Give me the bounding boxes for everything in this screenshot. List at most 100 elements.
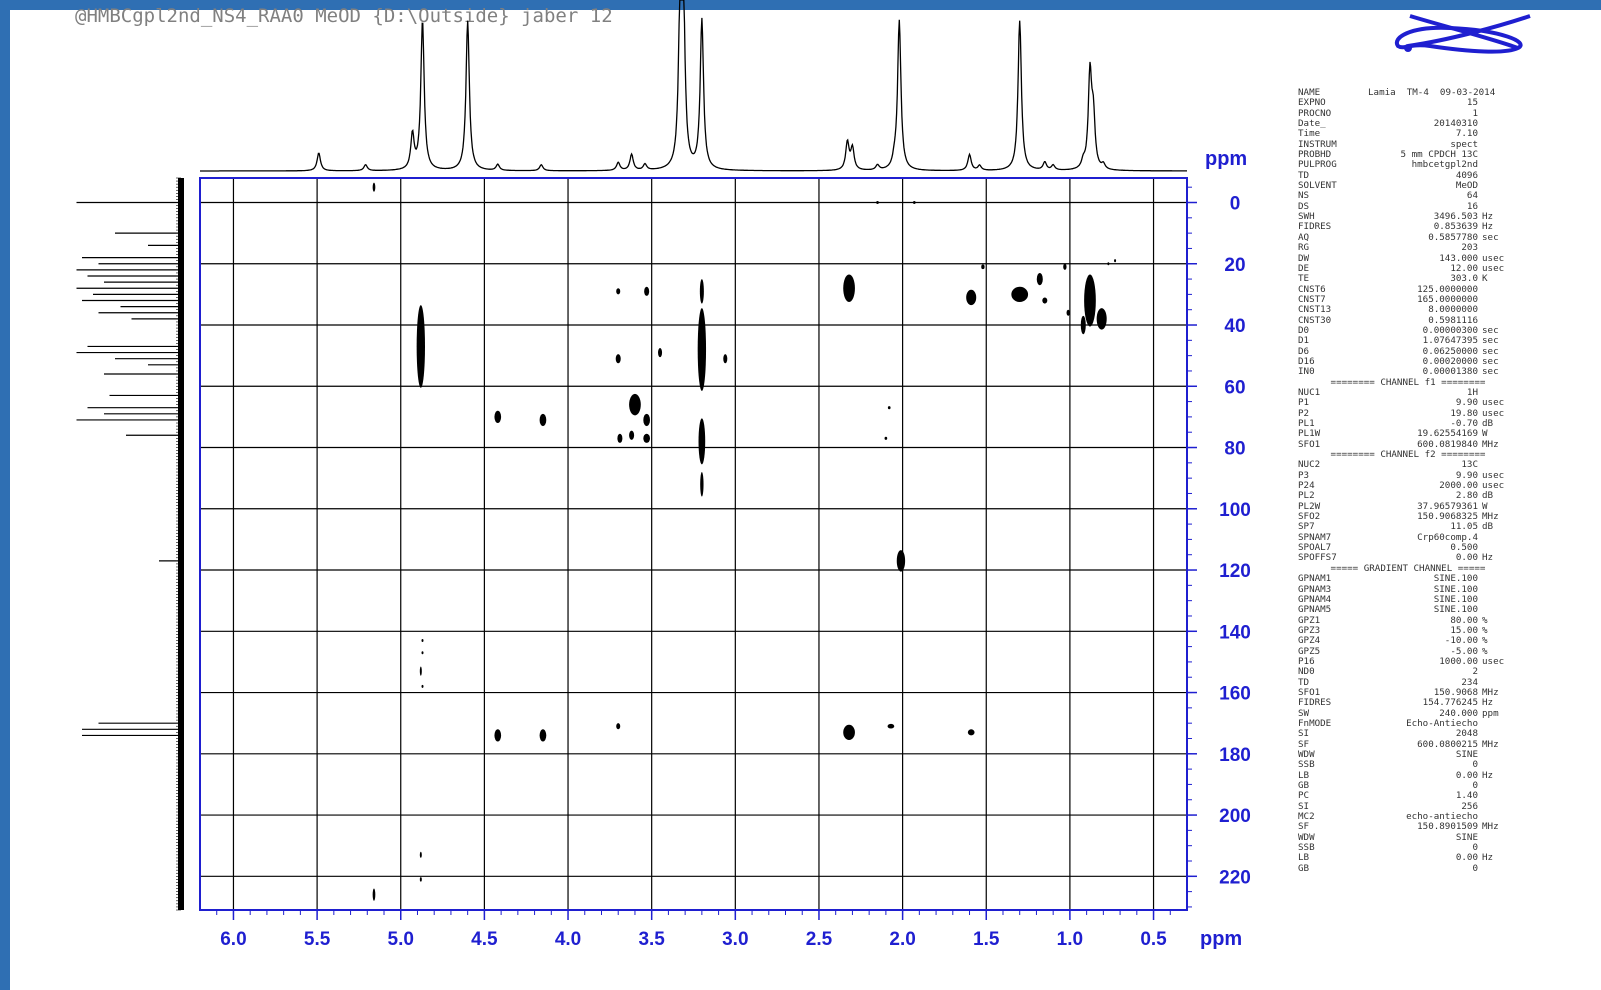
param-value: SINE.100 <box>1433 604 1478 616</box>
param-row: GPNAM5 SINE.100 <box>1298 604 1548 616</box>
param-unit <box>1478 98 1522 108</box>
param-unit <box>1478 802 1522 812</box>
bruker-orbit-logo-icon <box>1394 14 1531 54</box>
param-value: 80.00 <box>1450 614 1478 626</box>
param-row: P1 9.90 usec <box>1298 397 1548 408</box>
param-row: GB 0 <box>1298 780 1548 792</box>
param-row: CNST6 125.0000000 <box>1298 284 1548 295</box>
param-value: hmbcetgpl2nd <box>1411 159 1478 171</box>
param-key: FIDRES <box>1298 697 1332 709</box>
param-key: GPNAM5 <box>1298 604 1332 616</box>
param-unit: Hz <box>1482 552 1494 564</box>
plot-frame <box>199 177 1188 911</box>
param-key: P24 <box>1298 480 1315 492</box>
param-value: 13C <box>1461 459 1478 471</box>
param-row: SI 256 <box>1298 801 1548 812</box>
param-value: 2.80 <box>1455 490 1478 502</box>
param-value: SINE.100 <box>1433 583 1478 595</box>
param-section-label: ======== CHANNEL f2 ======== <box>1330 449 1486 461</box>
param-unit <box>1478 285 1522 295</box>
param-value: 19.62554169 <box>1417 428 1478 440</box>
param-unit <box>1478 533 1522 543</box>
param-key: NUC1 <box>1298 386 1321 398</box>
x-tick-label: 2.5 <box>806 929 833 950</box>
param-row: PC 1.40 <box>1298 790 1548 802</box>
param-row: PL1 -0.70 dB <box>1298 418 1548 429</box>
param-key: PL2W <box>1298 500 1321 512</box>
param-row: GPZ3 15.00% <box>1298 624 1548 636</box>
cross-peak <box>615 354 621 364</box>
cross-peak <box>981 264 985 270</box>
param-unit: % <box>1482 614 1488 626</box>
param-unit <box>1478 585 1522 595</box>
param-unit: MHz <box>1482 738 1499 750</box>
param-row: SI 2048 <box>1298 728 1548 740</box>
param-row: SF 600.0800215 MHz <box>1298 738 1548 750</box>
param-row: GPNAM4 SINE.100 <box>1298 594 1548 605</box>
param-row: TD 234 <box>1298 677 1548 688</box>
param-key: AQ <box>1298 231 1310 243</box>
param-unit <box>1478 574 1522 584</box>
param-row: Date_ 20140310 <box>1298 118 1548 129</box>
param-unit: sec <box>1482 324 1499 336</box>
x-tick-label: 1.0 <box>1057 929 1083 950</box>
y-tick-label: 140 <box>1219 622 1251 643</box>
cross-peak <box>1011 286 1029 303</box>
param-key: PL1 <box>1298 418 1315 429</box>
param-value: 5 mm CPDCH 13C <box>1400 149 1478 161</box>
param-row: AQ 0.5857780 sec <box>1298 231 1548 243</box>
cross-peak <box>1042 297 1048 304</box>
param-key: GB <box>1298 862 1310 874</box>
param-key: PROBHD <box>1298 149 1332 161</box>
cross-peak <box>1036 272 1043 286</box>
param-value: 150.9068325 <box>1417 511 1478 523</box>
param-unit: usec <box>1482 252 1505 264</box>
param-value: 1.40 <box>1455 790 1478 802</box>
x-tick-label: 5.5 <box>304 929 331 950</box>
param-key: P16 <box>1298 655 1315 667</box>
param-row: FIDRES 154.776245 Hz <box>1298 697 1548 709</box>
param-value: echo-antiecho <box>1406 811 1478 823</box>
param-row: SPNAM7 Crp60comp.4 <box>1298 532 1548 543</box>
param-key: GPZ1 <box>1298 614 1321 626</box>
param-unit: usec <box>1482 655 1505 667</box>
param-row: PROCNO 1 <box>1298 108 1548 119</box>
param-unit <box>1478 864 1522 874</box>
param-unit <box>1478 191 1522 201</box>
param-key: SSB <box>1298 842 1315 854</box>
param-value: 0 <box>1472 759 1478 771</box>
param-value: 15.00 <box>1450 624 1478 636</box>
param-value: 600.0819840 <box>1417 438 1478 450</box>
param-key: GPNAM3 <box>1298 583 1332 595</box>
param-unit <box>1478 171 1522 181</box>
param-value: 0 <box>1472 780 1478 792</box>
param-row: NS 64 <box>1298 191 1548 202</box>
param-value: 240.000 <box>1439 707 1478 719</box>
param-row: SSB 0 <box>1298 759 1548 771</box>
param-key: RG <box>1298 242 1310 254</box>
x-tick-label: 3.5 <box>638 929 665 950</box>
param-unit <box>1478 791 1522 801</box>
param-key: CNST30 <box>1298 314 1332 326</box>
param-value: 0 <box>1472 842 1478 854</box>
x-tick-label: 5.0 <box>388 929 414 950</box>
param-key: GB <box>1298 780 1310 792</box>
param-unit <box>1478 181 1522 191</box>
param-value: SINE <box>1455 831 1478 843</box>
param-value: 0.00000300 <box>1422 324 1478 336</box>
cross-peak <box>887 406 891 410</box>
param-key: D1 <box>1298 335 1310 347</box>
param-key: IN0 <box>1298 366 1315 378</box>
param-value: 0.06250000 <box>1422 345 1478 357</box>
param-row: SPOAL7 0.500 <box>1298 542 1548 553</box>
cross-peak <box>966 289 977 306</box>
param-unit: MHz <box>1482 686 1499 698</box>
param-key: SOLVENT <box>1298 180 1337 192</box>
param-unit: K <box>1482 273 1488 285</box>
param-value: 2048 <box>1455 728 1478 740</box>
cross-peak <box>1107 262 1110 266</box>
param-unit: % <box>1482 645 1488 657</box>
param-key: LB <box>1298 769 1310 781</box>
y-tick-label: 220 <box>1219 867 1251 888</box>
param-key: TD <box>1298 169 1310 181</box>
